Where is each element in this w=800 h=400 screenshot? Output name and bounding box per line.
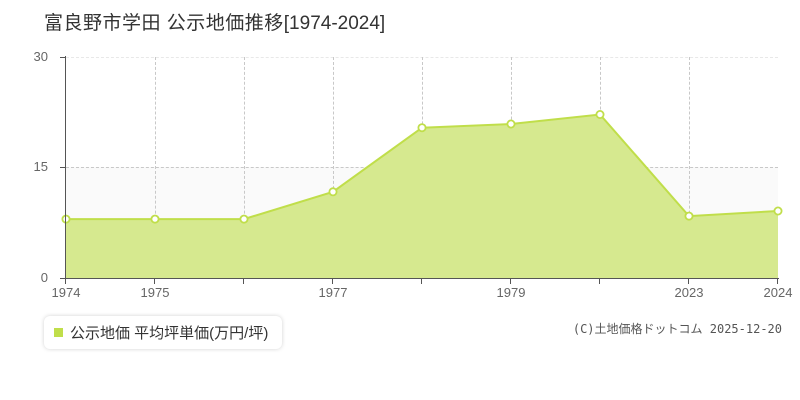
x-axis-label-1979: 1979 [496, 285, 526, 300]
chart-legend[interactable]: 公示地価 平均坪単価(万円/坪) [44, 316, 283, 349]
legend-swatch-icon [54, 328, 63, 337]
data-point-markers [61, 110, 783, 224]
y-tick-15 [60, 167, 66, 168]
x-axis-label-1974: 1974 [51, 285, 81, 300]
title-range: [1974-2024] [283, 13, 386, 34]
title-main: 富良野市学田 公示地価推移 [44, 13, 284, 34]
data-point-1975[interactable] [150, 214, 160, 224]
x-axis [65, 278, 779, 279]
x-tick-1979 [510, 278, 511, 284]
x-axis-label-1975: 1975 [140, 285, 170, 300]
data-point-1979[interactable] [506, 119, 516, 129]
y-axis-label-0: 0 [40, 270, 48, 285]
gridline-x-1975 [155, 57, 156, 278]
y-tick-0 [60, 278, 66, 279]
x-tick-1978 [421, 278, 422, 284]
x-axis-label-2023: 2023 [674, 285, 704, 300]
x-tick-1980 [599, 278, 600, 284]
data-point-1977[interactable] [328, 187, 338, 197]
data-point-2023[interactable] [684, 211, 694, 221]
x-tick-1977 [332, 278, 333, 284]
page-title: 富良野市学田 公示地価推移[1974-2024] [0, 8, 800, 35]
x-tick-2024 [777, 278, 778, 284]
gridline-x-1976 [244, 57, 245, 278]
x-axis-label-1977: 1977 [318, 285, 348, 300]
y-axis-label-30: 30 [33, 49, 48, 64]
y-axis-label-15: 15 [33, 159, 48, 174]
data-point-1974[interactable] [61, 214, 71, 224]
legend-label: 公示地価 平均坪単価(万円/坪) [70, 325, 269, 342]
data-point-1978[interactable] [417, 123, 427, 133]
data-point-1976[interactable] [239, 214, 249, 224]
y-tick-30 [60, 57, 66, 58]
gridline-x-1977 [333, 57, 334, 278]
credit-text: (C)土地価格ドットコム 2025-12-20 [572, 322, 782, 336]
x-tick-1975 [154, 278, 155, 284]
data-point-2024[interactable] [773, 206, 783, 216]
data-point-1980[interactable] [595, 110, 605, 120]
x-axis-label-2024: 2024 [763, 285, 793, 300]
x-tick-1976 [243, 278, 244, 284]
x-tick-2023 [688, 278, 689, 284]
area-fill [66, 114, 778, 278]
x-tick-1974 [65, 278, 66, 284]
gridline-x-2023 [689, 57, 690, 278]
